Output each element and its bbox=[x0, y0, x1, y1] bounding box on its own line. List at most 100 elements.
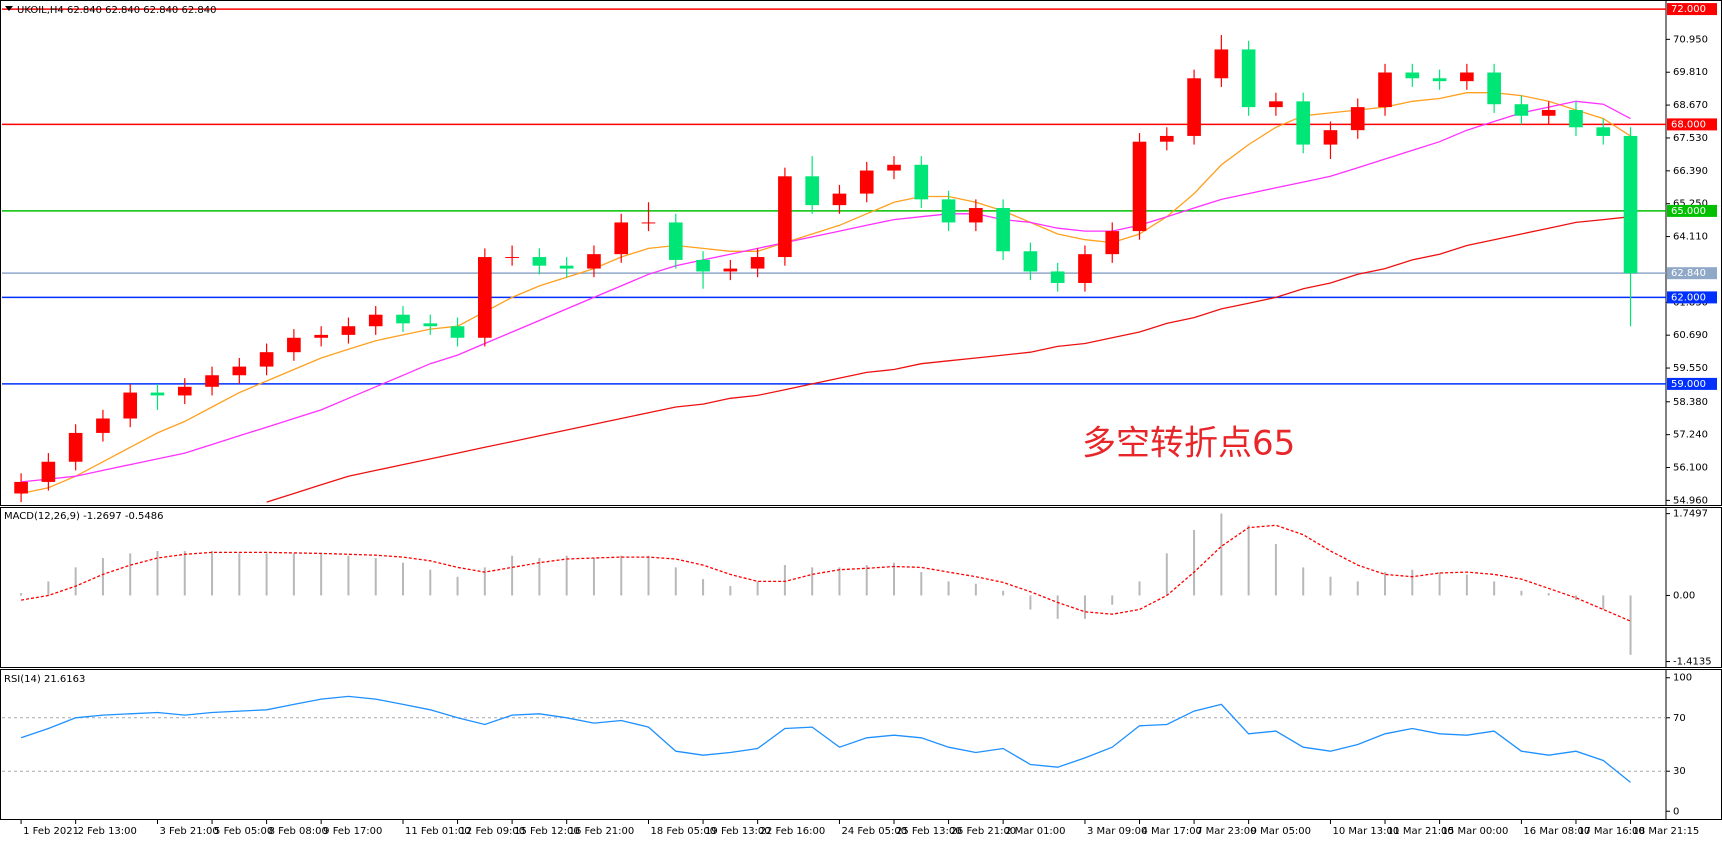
macd-bar bbox=[238, 553, 241, 596]
macd-bar bbox=[947, 581, 950, 596]
candle-body bbox=[1350, 107, 1365, 131]
candle-body bbox=[205, 375, 219, 387]
y-tick-label: 67.530 bbox=[1673, 133, 1708, 144]
y-tick-label: 57.240 bbox=[1673, 430, 1708, 441]
candle-body bbox=[668, 222, 683, 260]
macd-bar bbox=[74, 567, 77, 596]
macd-bar bbox=[1411, 569, 1414, 596]
x-tick-label: 9 Feb 17:00 bbox=[323, 826, 382, 837]
macd-bar bbox=[129, 553, 132, 596]
macd-bar bbox=[1438, 572, 1441, 596]
candle-body bbox=[41, 461, 56, 482]
macd-bar bbox=[47, 581, 50, 596]
macd-bar bbox=[265, 553, 268, 596]
level-label: 68.000 bbox=[1671, 119, 1706, 130]
candle-body bbox=[1241, 49, 1256, 108]
macd-bar bbox=[1165, 553, 1168, 596]
level-label-box bbox=[1667, 204, 1717, 217]
level-label: 62.000 bbox=[1671, 292, 1706, 303]
candle-body bbox=[1132, 141, 1147, 232]
candle-body bbox=[887, 164, 901, 171]
candle-body bbox=[696, 259, 710, 272]
level-label: 72.000 bbox=[1671, 4, 1706, 15]
candle-body bbox=[1105, 231, 1120, 255]
x-tick-label: 16 Mar 08:00 bbox=[1523, 826, 1590, 837]
candle-body bbox=[1541, 109, 1556, 116]
y-tick-label: 0.00 bbox=[1673, 590, 1695, 601]
candle-body bbox=[778, 176, 792, 258]
level-label: 62.840 bbox=[1671, 268, 1706, 279]
macd-bar bbox=[538, 558, 541, 596]
candle-body bbox=[368, 314, 383, 327]
candle-body bbox=[1050, 271, 1065, 283]
macd-bar bbox=[292, 553, 295, 596]
x-tick-label: 17 Mar 16:00 bbox=[1578, 826, 1645, 837]
candle-body bbox=[532, 257, 547, 266]
x-tick-label: 15 Mar 00:00 bbox=[1442, 826, 1509, 837]
y-tick-label: 64.110 bbox=[1673, 232, 1708, 243]
candle-body bbox=[914, 164, 929, 200]
x-tick-label: 2 Feb 13:00 bbox=[78, 826, 137, 837]
x-tick-label: 8 Feb 08:00 bbox=[269, 826, 328, 837]
macd-bar bbox=[811, 567, 814, 596]
macd-bar bbox=[1465, 574, 1468, 596]
macd-bar bbox=[702, 579, 705, 596]
candle-body bbox=[96, 418, 110, 433]
macd-bar bbox=[592, 558, 595, 596]
macd-bar bbox=[483, 567, 486, 596]
macd-bar bbox=[1384, 572, 1387, 596]
annotation: 多空转折点65 bbox=[1082, 424, 1295, 464]
macd-bar bbox=[1629, 595, 1632, 655]
macd-bar bbox=[347, 555, 350, 596]
level-label-box bbox=[1667, 3, 1717, 16]
macd-title: MACD(12,26,9) -1.2697 -0.5486 bbox=[4, 511, 164, 522]
candle-body bbox=[14, 481, 28, 494]
macd-bar bbox=[756, 581, 759, 596]
candle-body bbox=[559, 265, 574, 269]
macd-bar bbox=[1329, 576, 1332, 596]
y-tick-label: 65.250 bbox=[1673, 199, 1708, 210]
macd-bar bbox=[374, 558, 377, 596]
macd-bar bbox=[1056, 595, 1059, 619]
candle-body bbox=[232, 366, 247, 376]
main-title: UKOIL,H4 62.840 62.840 62.840 62.840 bbox=[17, 5, 216, 16]
level-label: 59.000 bbox=[1671, 379, 1706, 390]
y-tick-label: 58.380 bbox=[1673, 397, 1708, 408]
candle-body bbox=[641, 222, 656, 224]
y-tick-label: 100 bbox=[1673, 673, 1692, 684]
y-tick-label: 69.810 bbox=[1673, 67, 1708, 78]
macd-bar bbox=[101, 558, 104, 596]
y-tick-label: 1.7497 bbox=[1673, 509, 1708, 520]
level-label-box bbox=[1667, 291, 1717, 304]
candle-body bbox=[832, 193, 847, 206]
x-tick-label: 12 Feb 09:00 bbox=[460, 826, 526, 837]
candle-body bbox=[1623, 135, 1638, 274]
macd-bar bbox=[920, 572, 923, 596]
candle-body bbox=[1023, 251, 1038, 272]
x-tick-label: 5 Feb 05:00 bbox=[214, 826, 273, 837]
macd-bar bbox=[974, 583, 977, 596]
x-tick-label: 15 Feb 12:00 bbox=[514, 826, 580, 837]
x-tick-label: 4 Mar 17:00 bbox=[1142, 826, 1202, 837]
candle-body bbox=[941, 199, 956, 223]
candle-body bbox=[1378, 72, 1392, 108]
candle-body bbox=[1514, 104, 1529, 116]
candle-body bbox=[1214, 49, 1229, 79]
macd-bar bbox=[429, 569, 432, 596]
candle-body bbox=[1296, 101, 1311, 145]
y-tick-label: 66.390 bbox=[1673, 166, 1708, 177]
level-label: 65.000 bbox=[1671, 206, 1706, 217]
macd-bar bbox=[865, 565, 868, 596]
candle-body bbox=[969, 208, 983, 223]
macd-bar bbox=[893, 562, 896, 596]
candle-body bbox=[996, 208, 1010, 252]
x-tick-label: 7 Mar 23:00 bbox=[1196, 826, 1256, 837]
macd-bar bbox=[156, 551, 159, 596]
candle-body bbox=[150, 392, 165, 396]
y-tick-label: 54.960 bbox=[1673, 495, 1708, 506]
macd-bar bbox=[647, 555, 650, 596]
signal-line bbox=[20, 524, 1631, 622]
